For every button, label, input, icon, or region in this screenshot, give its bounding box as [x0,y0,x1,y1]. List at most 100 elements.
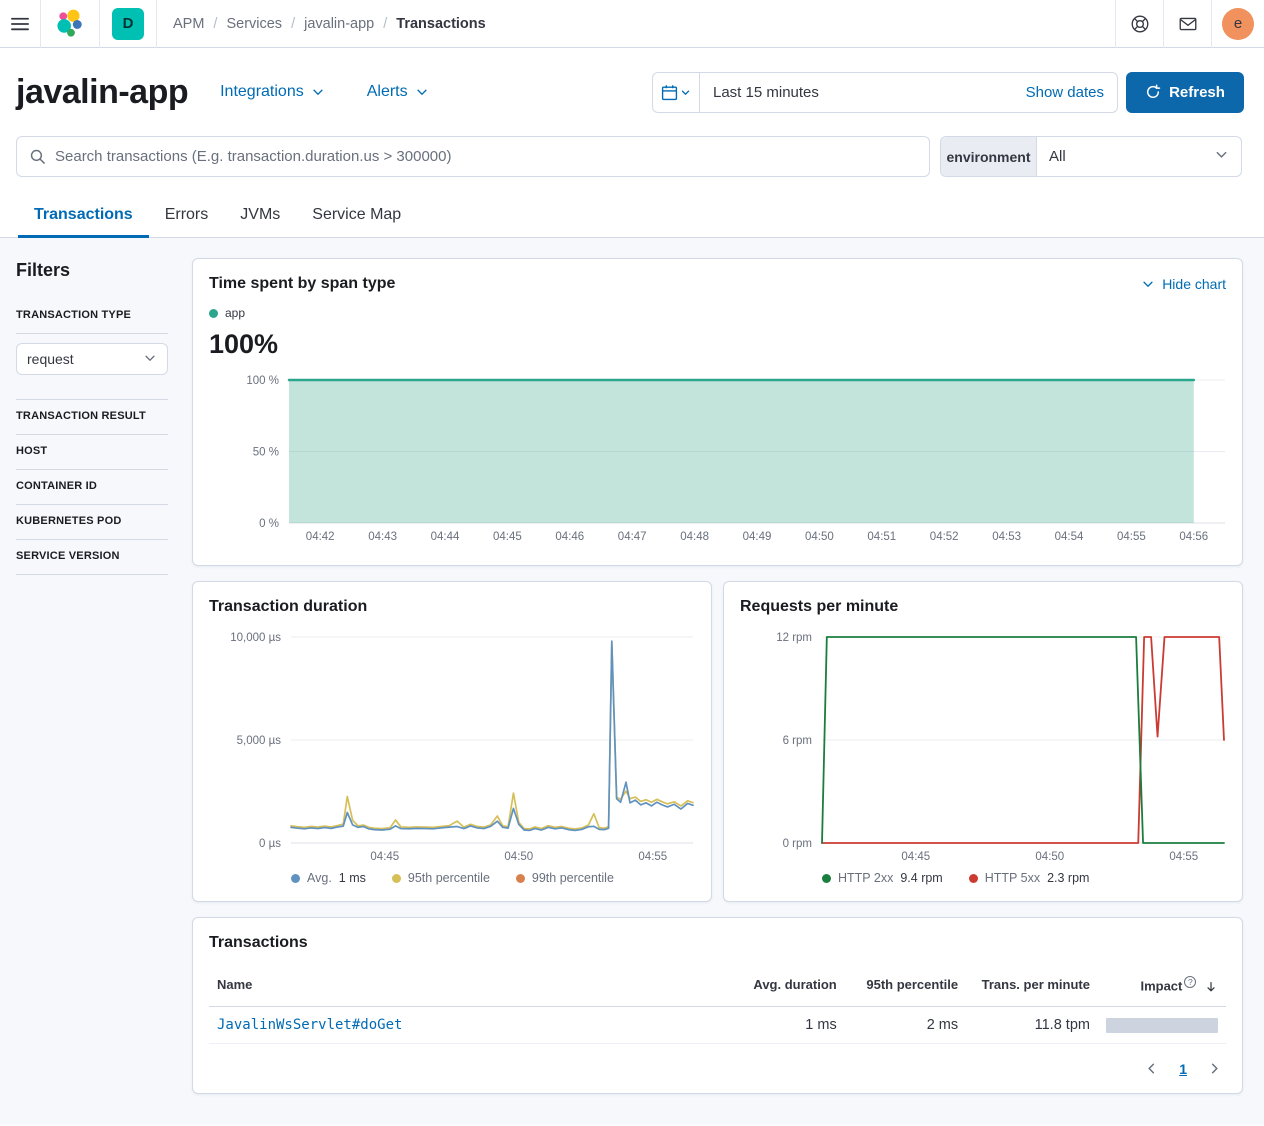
page-header: javalin-app Integrations Alerts Last 15 … [0,48,1264,113]
legend-avg[interactable]: Avg. 1 ms [291,871,366,885]
p95-cell: 2 ms [844,1006,967,1044]
chevron-down-icon [681,90,690,95]
tab-jvms[interactable]: JVMs [240,206,281,223]
previous-page-button[interactable] [1144,1061,1159,1076]
tab-service-map[interactable]: Service Map [312,206,402,223]
hide-chart-link[interactable]: Hide chart [1141,276,1226,292]
date-controls: Last 15 minutes Show dates Refresh [652,71,1244,113]
newsfeed-button[interactable] [1164,0,1211,48]
column-header-avg-duration[interactable]: Avg. duration [723,964,845,1007]
space-selector-button[interactable]: D [100,0,156,48]
divider [40,0,41,48]
breadcrumb-item-transactions: Transactions [396,15,486,32]
space-badge: D [112,7,144,40]
environment-select[interactable]: All [1037,137,1241,176]
impact-help-icon[interactable]: ? [1184,976,1197,988]
transaction-type-select[interactable]: request [16,343,168,375]
mail-icon [1179,17,1196,30]
time-spent-chart[interactable]: 100 % 50 % 0 % 04:42 04:43 04:44 04:45 04:46 04:… [209,372,1226,549]
svg-text:04:52: 04:52 [930,531,959,543]
next-page-button[interactable] [1207,1061,1222,1076]
user-menu-button[interactable]: e [1212,0,1264,48]
panel-requests-per-minute: Requests per minute 12 rpm 6 rpm 0 rpm 04:4… [723,581,1243,902]
legend-95th-percentile[interactable]: 95th percentile [391,871,490,885]
divider [156,0,157,48]
rpm-legend: HTTP 2xx 9.4 rpm HTTP 5xx 2.3 rpm [822,871,1226,885]
elastic-home-button[interactable] [41,0,99,48]
breadcrumb-item-apm[interactable]: APM [173,15,205,32]
filters-sidebar: Filters TRANSACTION TYPE request TRANSAC… [16,258,168,1109]
column-header-name[interactable]: Name [209,964,724,1007]
show-dates-link[interactable]: Show dates [1025,83,1104,101]
transaction-type-value: request [27,351,74,367]
tab-transactions[interactable]: Transactions [18,196,149,238]
divider [1115,0,1116,48]
main-menu-button[interactable] [0,0,40,48]
page-number-1[interactable]: 1 [1179,1060,1187,1077]
legend-dot-http-5xx [968,873,978,883]
column-header-trans-per-minute[interactable]: Trans. per minute [966,964,1098,1007]
sort-descending-icon [1207,981,1215,992]
legend-dot-95th [391,873,401,883]
column-header-impact[interactable]: Impact? [1097,964,1226,1007]
legend-http-5xx[interactable]: HTTP 5xx 2.3 rpm [968,871,1089,885]
integrations-menu[interactable]: Integrations [220,83,325,101]
breadcrumb-item-service[interactable]: javalin-app [304,15,375,32]
breadcrumb-separator: / [383,15,388,32]
quick-select-button[interactable] [653,72,700,112]
legend-app[interactable]: app [209,306,1226,320]
main-column: Time spent by span type Hide chart app 1… [192,258,1243,1109]
filter-section-container-id[interactable]: CONTAINER ID [16,480,98,492]
svg-text:04:56: 04:56 [1179,531,1208,543]
environment-filter: environment All [940,136,1242,177]
divider [1211,0,1212,48]
filter-section-transaction-result[interactable]: TRANSACTION RESULT [16,410,146,422]
elastic-logo-icon [56,9,82,37]
transaction-name-link[interactable]: JavalinWsServlet#doGet [217,1016,403,1033]
search-icon [30,149,45,164]
search-row: environment All [0,136,1264,177]
breadcrumb-separator: / [213,15,218,32]
filter-section-kubernetes-pod[interactable]: KUBERNETES POD [16,515,122,527]
help-button[interactable] [1116,0,1163,48]
filter-section-service-version[interactable]: SERVICE VERSION [16,550,120,562]
column-header-95th-percentile[interactable]: 95th percentile [844,964,967,1007]
tab-errors[interactable]: Errors [164,206,209,223]
legend-99th-percentile[interactable]: 99th percentile [515,871,614,885]
panel-title-time-spent: Time spent by span type [209,275,396,292]
search-input[interactable] [55,148,917,165]
refresh-button[interactable]: Refresh [1126,71,1244,113]
svg-text:04:50: 04:50 [805,531,834,543]
duration-legend: Avg. 1 ms 95th percentile 99th percentil… [291,871,695,885]
breadcrumb: APM / Services / javalin-app / Transacti… [173,16,1115,32]
svg-text:50 %: 50 % [253,447,279,459]
legend-dot-99th [515,873,525,883]
chevron-right-icon [1211,1063,1218,1074]
panel-time-spent: Time spent by span type Hide chart app 1… [192,258,1243,566]
divider [1163,0,1164,48]
environment-value: All [1049,148,1066,165]
avatar: e [1222,7,1254,40]
avg-duration-cell: 1 ms [723,1006,845,1044]
svg-text:04:44: 04:44 [431,531,460,543]
divider [16,333,168,334]
life-buoy-icon [1131,15,1148,32]
divider [16,574,168,575]
panel-title-duration: Transaction duration [209,598,368,615]
transaction-duration-chart[interactable]: 10,000 µs 5,000 µs 0 µs 04:45 04:50 04:55 [209,628,695,866]
filter-section-host[interactable]: HOST [16,445,48,457]
integrations-label: Integrations [220,83,304,100]
svg-text:5,000 µs: 5,000 µs [237,735,282,747]
breadcrumb-item-services[interactable]: Services [226,15,283,32]
svg-text:10,000 µs: 10,000 µs [230,632,281,644]
alerts-menu[interactable]: Alerts [367,83,429,101]
panel-transaction-duration: Transaction duration 10,000 µs 5,000 µs 0 … [192,581,712,902]
legend-http-2xx[interactable]: HTTP 2xx 9.4 rpm [822,871,943,885]
refresh-label: Refresh [1169,83,1225,101]
time-range-value[interactable]: Last 15 minutes [713,83,819,101]
svg-text:04:55: 04:55 [1169,851,1198,863]
svg-text:100 %: 100 % [246,375,279,387]
requests-per-minute-chart[interactable]: 12 rpm 6 rpm 0 rpm 04:45 04:50 04:55 [740,628,1226,866]
chevron-down-icon [1216,151,1227,158]
svg-text:04:42: 04:42 [306,531,335,543]
